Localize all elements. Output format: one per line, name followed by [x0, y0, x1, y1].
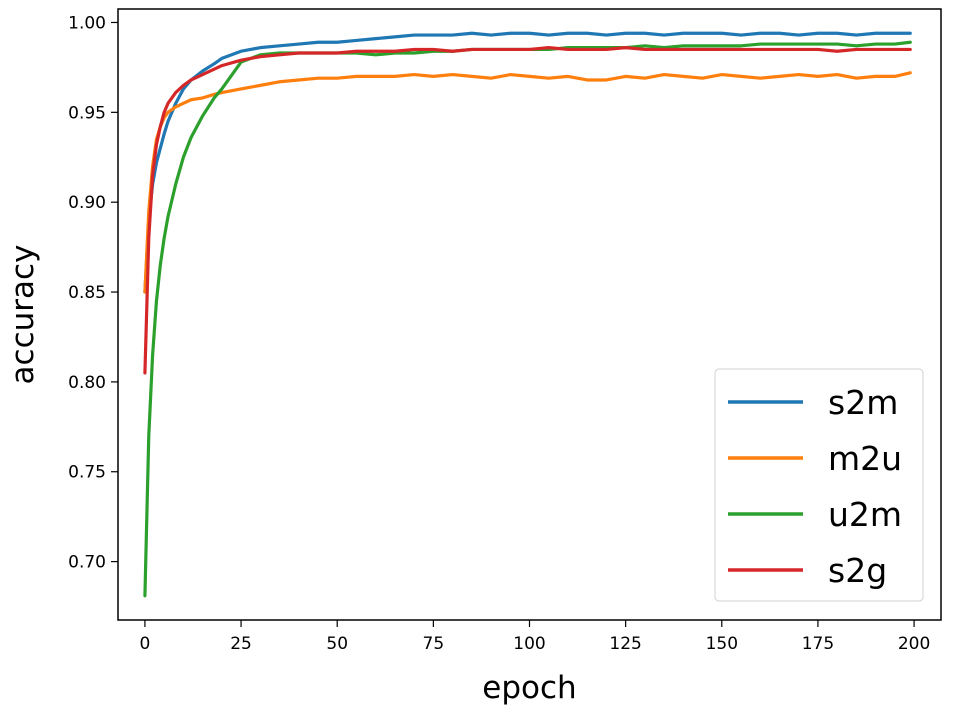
x-tick-label: 50	[326, 634, 348, 654]
x-tick-label: 0	[140, 634, 151, 654]
x-tick-label: 25	[230, 634, 252, 654]
legend: s2m m2u u2m s2g	[714, 368, 924, 602]
legend-label-m2u: m2u	[828, 439, 902, 478]
x-axis-ticks: 0 25 50 75 100 125 150 175 200	[140, 620, 930, 654]
legend-items: s2m m2u u2m s2g	[728, 383, 902, 590]
x-tick-label: 200	[898, 634, 930, 654]
x-tick-label: 175	[802, 634, 834, 654]
legend-label-u2m: u2m	[828, 495, 902, 534]
x-tick-label: 125	[609, 634, 641, 654]
series-line-m2u	[143, 71, 912, 294]
legend-label-s2m: s2m	[828, 383, 898, 422]
y-tick-label: 0.70	[68, 553, 106, 573]
x-tick-label: 150	[706, 634, 738, 654]
series-line-s2g	[143, 46, 912, 375]
y-tick-label: 0.95	[68, 103, 106, 123]
legend-label-s2g: s2g	[828, 551, 887, 590]
y-tick-label: 0.75	[68, 463, 106, 483]
y-tick-label: 1.00	[68, 13, 106, 33]
y-tick-label: 0.80	[68, 373, 106, 393]
y-tick-label: 0.85	[68, 283, 106, 303]
x-axis-label: epoch	[482, 670, 576, 705]
y-tick-label: 0.90	[68, 193, 106, 213]
series-layer	[143, 31, 912, 598]
x-tick-label: 75	[423, 634, 445, 654]
series-line-s2m	[143, 31, 912, 294]
legend-frame	[714, 368, 924, 602]
y-axis-label: accuracy	[5, 245, 41, 385]
y-axis-ticks: 0.70 0.75 0.80 0.85 0.90 0.95 1.00	[68, 13, 118, 573]
x-tick-label: 100	[513, 634, 545, 654]
